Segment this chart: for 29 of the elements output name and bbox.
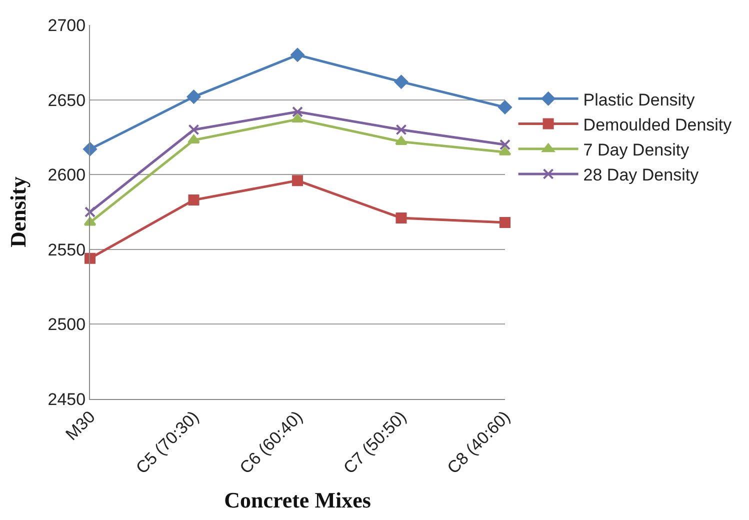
point — [292, 175, 303, 186]
point — [500, 139, 510, 150]
point — [84, 206, 96, 218]
legend-label: 7 Day Density — [583, 140, 690, 160]
point — [83, 142, 97, 156]
point — [396, 212, 407, 224]
point — [395, 136, 408, 145]
point — [396, 124, 407, 136]
y-tick-label: 2600 — [48, 166, 86, 185]
point — [394, 75, 408, 89]
y-tick-label: 2450 — [48, 390, 86, 409]
y-tick-label: 2500 — [48, 315, 86, 334]
point — [188, 134, 200, 144]
point — [84, 252, 96, 264]
y-tick-label: 2700 — [48, 16, 86, 35]
x-axis-title: Concrete Mixes — [224, 487, 372, 512]
point — [292, 106, 303, 118]
y-tick-label: 2550 — [48, 240, 86, 260]
legend-label: Demoulded Density — [583, 115, 732, 134]
y-axis-title: Density — [6, 176, 31, 248]
point — [186, 90, 201, 104]
point — [290, 48, 304, 62]
y-tick-label: 2650 — [48, 90, 86, 110]
point — [498, 100, 512, 114]
legend-label: 28 Day Density — [583, 166, 700, 185]
point — [188, 194, 200, 206]
legend-label: Plastic Density — [583, 90, 696, 110]
point — [500, 216, 510, 228]
point — [188, 124, 200, 136]
